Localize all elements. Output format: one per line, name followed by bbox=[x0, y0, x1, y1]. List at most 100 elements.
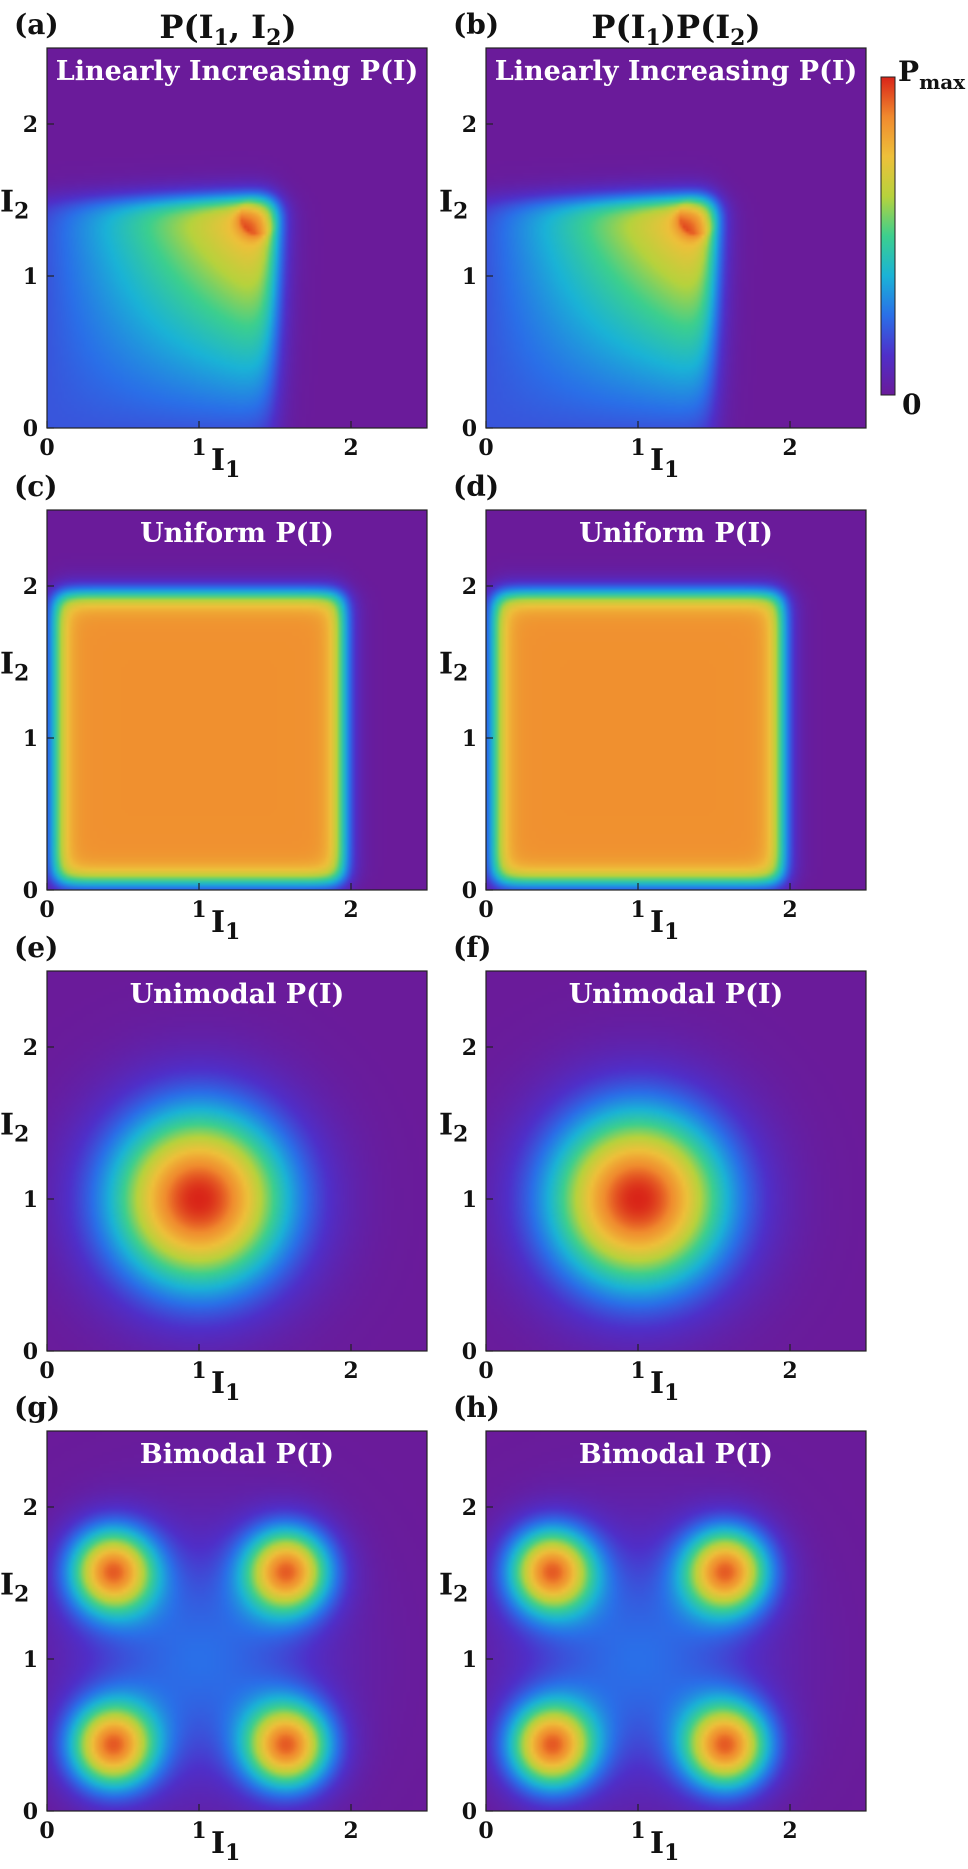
y-tick-label: 2 bbox=[23, 1495, 38, 1521]
y-tick-label: 2 bbox=[462, 574, 477, 600]
heatmap-panel: Linearly Increasing P(I) (a) 0 1 2 0 1 2 I1​ I2​ bbox=[0, 8, 428, 483]
y-tick-label: 2 bbox=[462, 112, 477, 138]
x-tick-label: 2 bbox=[343, 897, 358, 923]
panel-subtitle: Bimodal P(I) bbox=[140, 1439, 334, 1470]
heatmap-panel: Bimodal P(I) (g) 0 1 2 0 1 2 I1​ I2​ bbox=[0, 1391, 428, 1866]
x-tick-label: 0 bbox=[478, 435, 493, 461]
x-tick-label: 0 bbox=[39, 1358, 54, 1384]
column-title-right: P(I1​)P(I2​) bbox=[591, 8, 760, 51]
y-tick-label: 0 bbox=[462, 878, 477, 904]
x-tick-label: 0 bbox=[39, 1818, 54, 1844]
plot-frame bbox=[485, 970, 867, 1352]
y-axis-label: I2​ bbox=[0, 1107, 29, 1147]
y-tick-label: 2 bbox=[462, 1495, 477, 1521]
heatmap-image bbox=[47, 48, 427, 428]
y-tick-label: 0 bbox=[462, 416, 477, 442]
heatmap-image bbox=[486, 48, 866, 428]
x-tick-label: 2 bbox=[782, 435, 797, 461]
panel-label: (f) bbox=[453, 931, 492, 964]
x-axis-label: I1​ bbox=[211, 443, 240, 483]
y-tick-label: 1 bbox=[23, 1187, 38, 1213]
y-tick-label: 2 bbox=[23, 1035, 38, 1061]
y-tick-label: 1 bbox=[462, 1647, 477, 1673]
x-tick-label: 1 bbox=[630, 897, 645, 923]
x-tick-label: 2 bbox=[343, 435, 358, 461]
y-axis-label: I2​ bbox=[0, 184, 29, 224]
x-tick-label: 1 bbox=[191, 897, 206, 923]
heatmap-panel: Bimodal P(I) (h) 0 1 2 0 1 2 I1​ I2​ bbox=[439, 1391, 867, 1866]
colorbar-max-label: Pmax bbox=[898, 55, 966, 94]
heatmap-panel: Linearly Increasing P(I) (b) 0 1 2 0 1 2 I1​ I2​ bbox=[439, 8, 867, 483]
y-tick-label: 0 bbox=[23, 878, 38, 904]
y-axis-label: I2​ bbox=[439, 184, 468, 224]
panels: Linearly Increasing P(I)(a)012012I1​I2​L… bbox=[0, 8, 867, 1866]
x-tick-label: 0 bbox=[478, 1358, 493, 1384]
x-tick-label: 0 bbox=[478, 1818, 493, 1844]
x-tick-label: 2 bbox=[782, 1358, 797, 1384]
column-title-left: P(I1​, I2​) bbox=[159, 8, 296, 51]
panel-subtitle: Uniform P(I) bbox=[579, 518, 773, 549]
heatmap-panel: Unimodal P(I) (f) 0 1 2 0 1 2 I1​ I2​ bbox=[439, 931, 867, 1406]
x-tick-label: 2 bbox=[782, 897, 797, 923]
x-axis-label: I1​ bbox=[211, 1826, 240, 1866]
y-tick-label: 0 bbox=[23, 416, 38, 442]
y-tick-label: 1 bbox=[462, 726, 477, 752]
y-tick-label: 0 bbox=[23, 1799, 38, 1825]
heatmap-image bbox=[47, 1431, 427, 1811]
heatmap-panel: Unimodal P(I) (e) 0 1 2 0 1 2 I1​ I2​ bbox=[0, 931, 428, 1406]
x-axis-label: I1​ bbox=[650, 1826, 679, 1866]
y-tick-label: 1 bbox=[23, 1647, 38, 1673]
y-tick-label: 1 bbox=[462, 264, 477, 290]
y-tick-label: 0 bbox=[23, 1339, 38, 1365]
heatmap-panel: Uniform P(I) (d) 0 1 2 0 1 2 I1​ I2​ bbox=[439, 470, 867, 945]
plot-frame bbox=[46, 509, 428, 891]
x-tick-label: 1 bbox=[630, 435, 645, 461]
y-axis-label: I2​ bbox=[0, 1567, 29, 1607]
x-tick-label: 0 bbox=[39, 897, 54, 923]
y-tick-label: 1 bbox=[23, 726, 38, 752]
x-tick-label: 2 bbox=[343, 1818, 358, 1844]
panel-subtitle: Unimodal P(I) bbox=[130, 979, 345, 1010]
colorbar-min-label: 0 bbox=[902, 388, 921, 421]
plot-frame bbox=[485, 47, 867, 429]
colorbar: Pmax 0 bbox=[880, 55, 966, 421]
y-axis-label: I2​ bbox=[439, 1567, 468, 1607]
panel-subtitle: Uniform P(I) bbox=[140, 518, 334, 549]
y-tick-label: 2 bbox=[23, 574, 38, 600]
y-axis-label: I2​ bbox=[439, 646, 468, 686]
x-axis-label: I1​ bbox=[650, 443, 679, 483]
panel-label: (e) bbox=[14, 931, 58, 964]
x-tick-label: 1 bbox=[191, 435, 206, 461]
panel-label: (b) bbox=[453, 8, 499, 41]
plot-frame bbox=[485, 1430, 867, 1812]
y-tick-label: 2 bbox=[462, 1035, 477, 1061]
x-tick-label: 2 bbox=[782, 1818, 797, 1844]
x-axis-label: I1​ bbox=[211, 1366, 240, 1406]
heatmap-image bbox=[486, 971, 866, 1351]
x-tick-label: 0 bbox=[39, 435, 54, 461]
panel-subtitle: Unimodal P(I) bbox=[569, 979, 784, 1010]
plot-frame bbox=[485, 509, 867, 891]
x-tick-label: 1 bbox=[630, 1818, 645, 1844]
heatmap-image bbox=[486, 510, 866, 890]
plot-frame bbox=[46, 970, 428, 1352]
x-tick-label: 0 bbox=[478, 897, 493, 923]
panel-label: (d) bbox=[453, 470, 499, 503]
y-tick-label: 2 bbox=[23, 112, 38, 138]
x-axis-label: I1​ bbox=[211, 905, 240, 945]
panel-label: (a) bbox=[14, 8, 59, 41]
y-tick-label: 0 bbox=[462, 1339, 477, 1365]
panel-subtitle: Bimodal P(I) bbox=[579, 1439, 773, 1470]
y-axis-label: I2​ bbox=[0, 646, 29, 686]
x-tick-label: 1 bbox=[630, 1358, 645, 1384]
y-tick-label: 1 bbox=[23, 264, 38, 290]
x-axis-label: I1​ bbox=[650, 905, 679, 945]
y-tick-label: 0 bbox=[462, 1799, 477, 1825]
x-tick-label: 1 bbox=[191, 1358, 206, 1384]
heatmap-panel: Uniform P(I) (c) 0 1 2 0 1 2 I1​ I2​ bbox=[0, 470, 428, 945]
panel-label: (g) bbox=[14, 1391, 60, 1424]
heatmap-image bbox=[486, 1431, 866, 1811]
heatmap-image bbox=[47, 510, 427, 890]
panel-subtitle: Linearly Increasing P(I) bbox=[56, 56, 419, 87]
